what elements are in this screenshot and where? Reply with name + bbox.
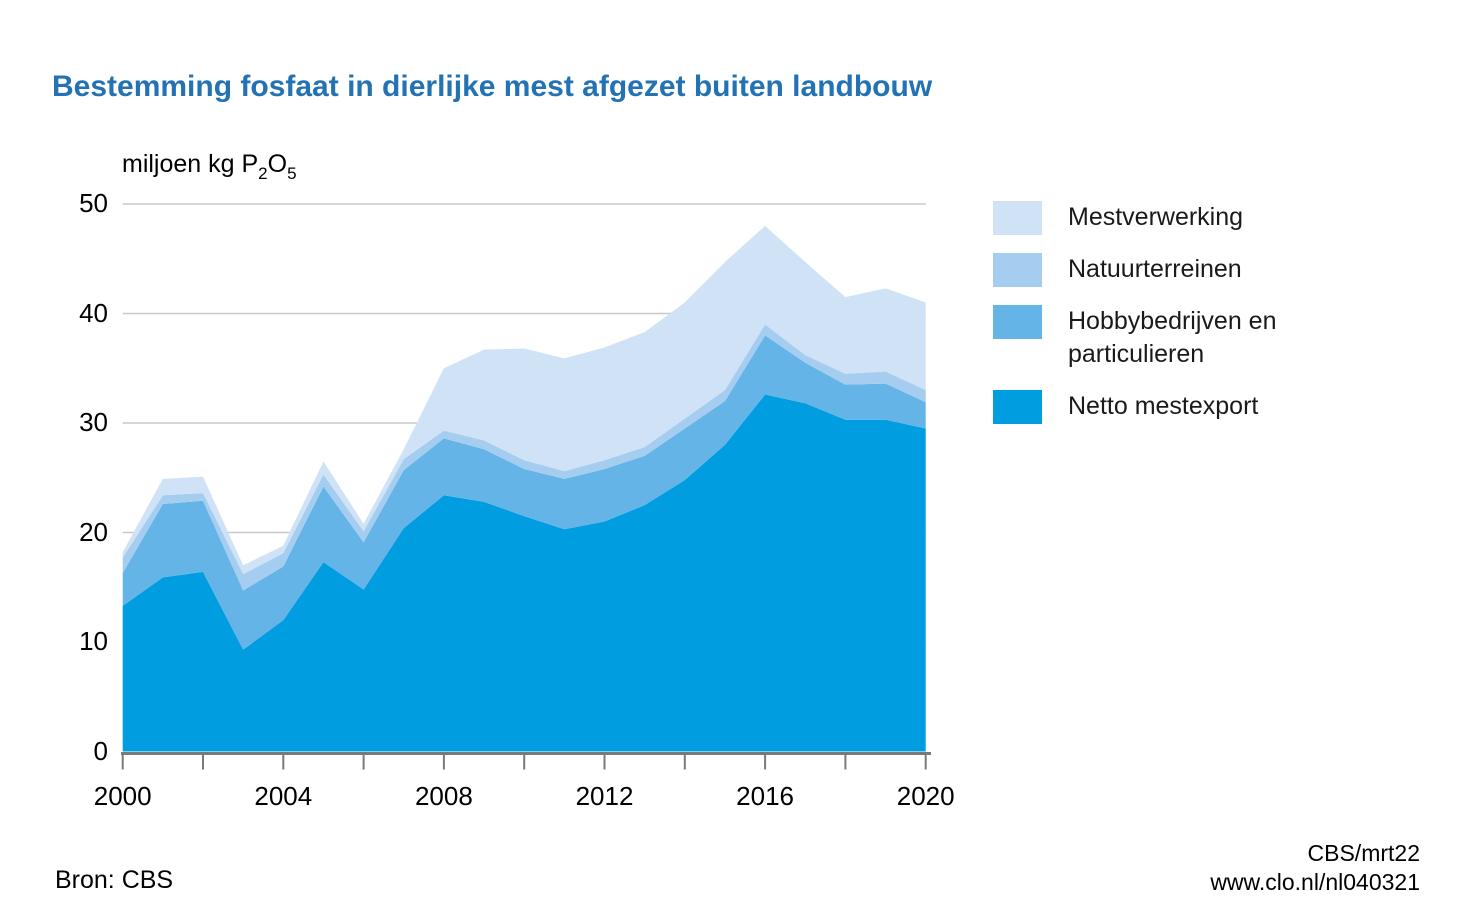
legend-item-mestverwerking: Mestverwerking [993, 201, 1358, 235]
legend-item-natuurterreinen: Natuurterreinen [993, 253, 1358, 287]
area-hobbybedrijven [122, 335, 926, 650]
unit-subscript-2: 2 [258, 164, 268, 183]
credit-line-1: CBS/mrt22 [1307, 840, 1420, 866]
x-axis-label-2008: 2008 [414, 781, 473, 811]
unit-prefix: miljoen kg P [122, 150, 259, 178]
legend-item-netto-mestexport: Netto mestexport [993, 390, 1358, 424]
y-axis-label-40: 40 [79, 297, 108, 328]
area-netto-mestexport [122, 394, 926, 752]
legend-swatch-netto-mestexport [993, 390, 1042, 424]
y-axis-label-10: 10 [79, 626, 108, 656]
unit-subscript-5: 5 [287, 164, 297, 183]
x-axis-label-2004: 2004 [254, 781, 313, 811]
credit-note: CBS/mrt22 www.clo.nl/nl040321 [1210, 839, 1420, 897]
legend-swatch-natuurterreinen [993, 253, 1042, 287]
y-axis-label-0: 0 [93, 735, 108, 766]
x-axis-label-2012: 2012 [575, 781, 634, 811]
legend-item-hobbybedrijven: Hobbybedrijven en particulieren [993, 305, 1358, 371]
legend-swatch-hobbybedrijven [993, 305, 1042, 339]
x-axis-label-2000: 2000 [93, 781, 152, 811]
unit-mid: O [267, 150, 288, 178]
area-natuurterreinen [122, 324, 926, 591]
legend-label-natuurterreinen: Natuurterreinen [1068, 255, 1242, 283]
y-axis-unit-label: miljoen kg P2O5 [122, 150, 297, 184]
y-axis-label-20: 20 [79, 516, 108, 547]
source-note: Bron: CBS [55, 866, 174, 894]
x-axis-label-2020: 2020 [896, 781, 955, 811]
x-axis-label-2016: 2016 [736, 781, 795, 811]
legend-label-mestverwerking: Mestverwerking [1068, 203, 1244, 231]
area-mestverwerking [122, 225, 926, 575]
y-axis-label-30: 30 [79, 407, 108, 437]
legend-label-netto-mestexport: Netto mestexport [1068, 392, 1259, 420]
credit-line-2: www.clo.nl/nl040321 [1210, 869, 1420, 895]
legend-label-hobbybedrijven: Hobbybedrijven en particulieren [1068, 307, 1277, 368]
legend-swatch-mestverwerking [993, 201, 1042, 235]
page-title: Bestemming fosfaat in dierlijke mest afg… [52, 70, 933, 103]
y-axis-label-50: 50 [79, 188, 108, 218]
